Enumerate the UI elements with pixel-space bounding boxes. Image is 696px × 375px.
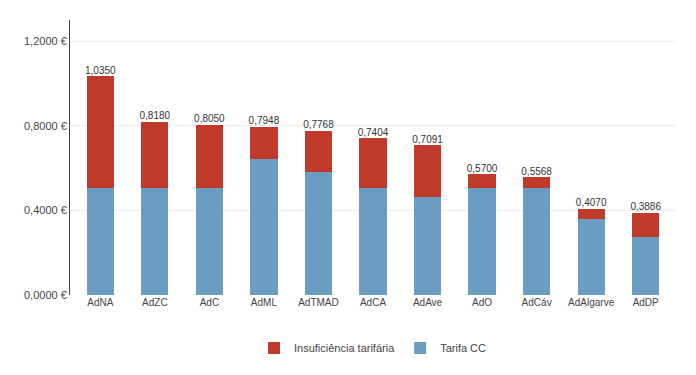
svg-text:0,7404: 0,7404: [358, 127, 389, 138]
svg-text:Tarifa CC: Tarifa CC: [440, 342, 486, 354]
svg-text:AdDP: AdDP: [633, 297, 659, 308]
svg-text:AdO: AdO: [472, 297, 492, 308]
svg-text:0,0000 €: 0,0000 €: [24, 289, 67, 301]
svg-text:AdAve: AdAve: [413, 297, 443, 308]
svg-text:1,2000 €: 1,2000 €: [24, 35, 67, 47]
svg-text:AdCA: AdCA: [360, 297, 386, 308]
svg-text:AdNA: AdNA: [87, 297, 113, 308]
svg-text:0,8180: 0,8180: [140, 110, 171, 121]
svg-text:AdAlgarve: AdAlgarve: [568, 297, 615, 308]
svg-text:AdTMAD: AdTMAD: [298, 297, 339, 308]
svg-text:AdCáv: AdCáv: [522, 297, 552, 308]
svg-text:0,3886: 0,3886: [630, 201, 661, 212]
svg-text:0,7091: 0,7091: [412, 134, 443, 145]
svg-text:AdC: AdC: [200, 297, 219, 308]
svg-text:1,0350: 1,0350: [85, 65, 116, 76]
svg-text:0,7948: 0,7948: [249, 115, 280, 126]
svg-text:Insuficiência tarifária: Insuficiência tarifária: [294, 342, 395, 354]
svg-text:AdML: AdML: [251, 297, 278, 308]
svg-text:0,5700: 0,5700: [467, 163, 498, 174]
svg-text:0,8050: 0,8050: [194, 113, 225, 124]
svg-text:0,5568: 0,5568: [521, 166, 552, 177]
svg-text:AdZC: AdZC: [142, 297, 168, 308]
svg-text:0,7768: 0,7768: [303, 119, 334, 130]
svg-text:0,4000 €: 0,4000 €: [24, 204, 67, 216]
svg-text:0,8000 €: 0,8000 €: [24, 120, 67, 132]
svg-text:0,4070: 0,4070: [576, 197, 607, 208]
